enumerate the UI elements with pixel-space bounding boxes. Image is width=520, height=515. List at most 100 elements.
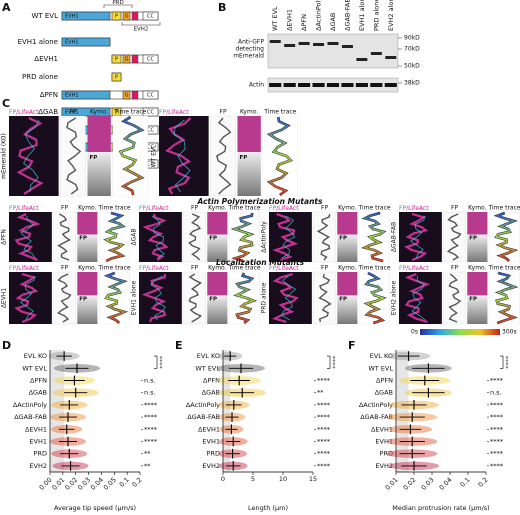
lifeact-signal <box>271 272 299 324</box>
fp-signal <box>318 273 332 323</box>
significance: **** <box>490 438 504 446</box>
fp-signal <box>173 119 191 193</box>
header: FP <box>451 265 458 272</box>
marker-label: 38kD <box>404 80 420 87</box>
domain <box>142 107 159 117</box>
image-fp <box>313 271 336 325</box>
header-lifeact: /LifeAct <box>16 205 39 212</box>
domain-label: EVH1 <box>65 14 79 20</box>
header: Kymo. <box>240 109 258 116</box>
actin-band <box>312 83 325 87</box>
category-label: PRD <box>207 450 220 458</box>
lifeact-signal <box>16 117 44 195</box>
header: Kymo. <box>90 109 108 116</box>
colorbar-label: 300s <box>502 329 517 336</box>
ko-shade <box>223 350 231 472</box>
kymo-top <box>337 212 358 235</box>
x-axis-label: Average tip speed (μm/s) <box>54 504 136 512</box>
row-label: EVH2 alone <box>391 280 398 315</box>
band <box>298 42 310 45</box>
domain-label: CC <box>147 93 154 99</box>
significance: **** <box>490 377 504 385</box>
header: FP/LifeAct <box>9 109 39 116</box>
significance: **** <box>144 438 158 446</box>
fp-signal <box>448 273 462 323</box>
kymo-bottom <box>237 152 261 196</box>
kymo-bottom <box>337 295 358 324</box>
domain-label: CC <box>147 14 154 20</box>
fp-signal <box>316 213 331 261</box>
category-label: ΔGAB-FAB <box>187 413 220 421</box>
header-fp: FP <box>399 205 406 212</box>
category-label: EVH2 <box>29 462 47 470</box>
header-lifeact: /LifeAct <box>276 205 299 212</box>
lifeact-signal <box>165 117 192 195</box>
domain <box>122 11 131 21</box>
header: FP <box>191 265 198 272</box>
construct-name: PRD alone <box>22 73 58 81</box>
x-axis-label: Median protrusion rate (μm/s) <box>392 504 489 512</box>
band <box>313 43 325 46</box>
sig-bracket <box>500 355 504 369</box>
header: FP/LifeAct <box>269 205 299 212</box>
header: Time trace <box>113 109 146 116</box>
significance: **** <box>490 425 504 433</box>
kymo-bottom <box>207 234 228 262</box>
band-label: detecting <box>236 46 265 53</box>
lane-label: WT EVL <box>271 6 279 31</box>
fp-signal <box>281 275 297 321</box>
kymo-fp-label: FP <box>339 236 347 242</box>
domain <box>61 37 111 47</box>
x-tick-label: 0.04 <box>438 476 454 492</box>
kymo-bottom <box>337 234 358 262</box>
header: Time trace <box>488 205 520 212</box>
kymo-fp-label: FP <box>79 297 87 303</box>
category-label: ΔPFN <box>376 377 393 385</box>
domain-label: P <box>115 75 118 81</box>
domain <box>61 107 111 117</box>
row-label: ΔEVH1 <box>1 288 8 309</box>
lane-label: ΔGAB-FAB <box>343 0 351 31</box>
significance: **** <box>144 425 158 433</box>
domain <box>111 54 122 64</box>
row-label: EVH1 alone <box>131 280 138 315</box>
significance: **** <box>317 401 331 409</box>
category-label: ΔGAB <box>202 389 220 397</box>
header: Kymo. <box>468 205 486 212</box>
header: Kymo. <box>468 265 486 272</box>
category-label: ΔActinPoly <box>359 401 393 409</box>
actin-band <box>384 83 397 87</box>
kymo-top <box>207 212 228 235</box>
lane-label: ΔEVH1 <box>286 9 294 31</box>
domain-label: CC <box>147 128 154 134</box>
band-label: Anti-GFP <box>238 39 264 46</box>
evh2-label: EVH2 <box>134 27 149 33</box>
header: FP/LifeAct <box>269 265 299 272</box>
lifeact-signal <box>141 273 167 323</box>
colorbar-label: 0s <box>411 329 418 336</box>
domain-label: CC <box>147 110 154 116</box>
image-composite <box>9 116 59 196</box>
category-label: ΔGAB-FAB <box>14 413 47 421</box>
panel-label: C <box>2 97 10 110</box>
domain-label: P <box>115 110 118 116</box>
significance: **** <box>317 438 331 446</box>
significance: **** <box>317 462 331 470</box>
lane-label: EVH2 alone <box>387 0 395 31</box>
fp-signal <box>446 213 462 261</box>
significance: n.s. <box>144 389 156 397</box>
image-fp <box>60 115 86 197</box>
header-lifeact: /LifeAct <box>406 205 429 212</box>
fp-signal <box>215 117 232 195</box>
section-title: Actin Polymerization Mutants <box>197 197 323 206</box>
kymo-bottom <box>87 152 111 196</box>
x-tick-label: 10 <box>279 475 287 483</box>
x-tick-label: 0.1 <box>459 476 472 489</box>
row-label: ΔGAB <box>131 229 138 246</box>
x-tick-label: 0.00 <box>38 476 54 492</box>
header-fp: FP <box>159 109 166 116</box>
header-lifeact: /LifeAct <box>146 265 169 272</box>
significance: **** <box>317 450 331 458</box>
kymo-bottom <box>467 234 488 262</box>
